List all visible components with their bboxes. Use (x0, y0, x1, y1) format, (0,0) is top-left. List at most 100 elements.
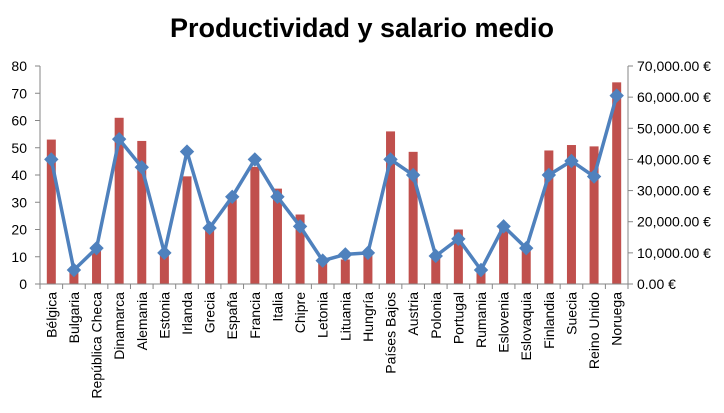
bar (182, 176, 192, 284)
line-point (586, 169, 602, 184)
y-left-tick-label: 70 (11, 85, 27, 101)
x-category-label: Hungría (360, 292, 376, 342)
x-category-label: Reino Unido (586, 292, 602, 369)
x-category-label: Eslovenia (496, 292, 512, 353)
x-category-label: Finlandia (541, 292, 557, 349)
y-right-tick-label: 10,000.00 € (637, 245, 711, 261)
line-point (179, 144, 195, 159)
bar (566, 145, 576, 284)
line-series-path (49, 95, 619, 272)
y-left-tick-label: 10 (11, 249, 27, 265)
bar (69, 270, 79, 285)
line-point (111, 131, 127, 147)
bar (499, 226, 509, 284)
bar (612, 82, 622, 284)
y-right-tick-label: 0.00 € (637, 276, 676, 292)
x-category-label: Estonia (156, 292, 172, 339)
bar (386, 131, 396, 284)
line-point (496, 219, 511, 234)
x-category-label: Grecia (202, 292, 218, 333)
x-category-label: Noruega (609, 292, 625, 346)
x-category-label: Lituania (337, 292, 353, 341)
line-point (270, 189, 285, 205)
x-category-label: Rumania (473, 292, 489, 348)
x-category-label: Suecia (563, 292, 579, 335)
bar (476, 270, 486, 285)
labels-layer: 0 10 20 30 40 50 60 70 80 0.00 € 10,000.00 € 20,000… (11, 58, 711, 399)
x-category-label: Chipre (292, 292, 308, 333)
x-category-label: República Checa (89, 292, 105, 399)
line-point (541, 167, 557, 183)
line-point (247, 152, 263, 167)
line-point (44, 152, 59, 167)
line-point (292, 219, 308, 234)
axes-layer (35, 65, 633, 289)
line-point (66, 262, 82, 278)
y-right-tick-label: 60,000.00 € (637, 89, 711, 105)
y-left-tick-label: 20 (11, 222, 27, 238)
bar (92, 248, 102, 284)
y-right-tick-label: 20,000.00 € (637, 214, 711, 230)
line-point (428, 248, 443, 264)
line-point (609, 88, 624, 103)
y-left-tick-label: 0 (19, 276, 27, 292)
bar (521, 248, 531, 284)
x-category-label: España (224, 292, 240, 340)
x-category-label: Bulgaria (66, 292, 82, 344)
line-point (473, 262, 489, 278)
line-point (405, 167, 421, 183)
x-category-label: Portugal (450, 292, 466, 344)
x-category-label: Dinamarca (111, 292, 127, 360)
y-right-tick-label: 50,000.00 € (637, 120, 711, 136)
line-point (564, 153, 579, 169)
line-point (202, 220, 217, 236)
x-category-label: Irlanda (179, 292, 195, 335)
y-right-tick-label: 30,000.00 € (637, 183, 711, 199)
line-point (451, 231, 466, 247)
bars-layer (46, 82, 622, 285)
y-left-tick-label: 30 (11, 194, 27, 210)
bar (46, 139, 56, 284)
bar (137, 140, 147, 284)
line-point (360, 245, 376, 261)
bar (363, 254, 373, 284)
bar (544, 150, 554, 284)
line-point (519, 240, 534, 256)
y-left-tick-label: 40 (11, 167, 27, 183)
line-point (315, 253, 330, 268)
line-point (338, 247, 353, 262)
x-category-label: Francia (247, 292, 263, 339)
x-category-label: Austria (405, 292, 421, 336)
bar (431, 254, 441, 284)
bar (408, 151, 418, 284)
x-category-label: Eslovaquia (518, 292, 534, 361)
y-left-tick-label: 50 (11, 140, 27, 156)
line-point (134, 160, 149, 175)
bar (114, 117, 124, 284)
bar (453, 229, 463, 284)
line-point (383, 152, 398, 167)
bar (159, 251, 169, 284)
line-point (157, 245, 172, 261)
bar (340, 259, 350, 284)
bar (272, 188, 282, 285)
x-category-label: Países Bajos (383, 292, 399, 374)
y-right-tick-label: 40,000.00 € (637, 151, 711, 167)
bar (318, 262, 328, 284)
x-category-label: Polonia (428, 292, 444, 339)
bar (295, 214, 305, 284)
x-category-label: Letonia (315, 292, 331, 338)
line-point (225, 189, 240, 205)
x-category-label: Bélgica (43, 292, 59, 338)
bar (205, 226, 215, 284)
bar (589, 146, 599, 284)
bar (227, 199, 237, 284)
bar (250, 166, 260, 284)
line-point (89, 240, 104, 256)
y-left-tick-label: 60 (11, 113, 27, 129)
y-left-tick-label: 80 (11, 58, 27, 74)
chart-title: Productividad y salario medio (170, 13, 554, 43)
x-category-label: Italia (269, 292, 285, 322)
